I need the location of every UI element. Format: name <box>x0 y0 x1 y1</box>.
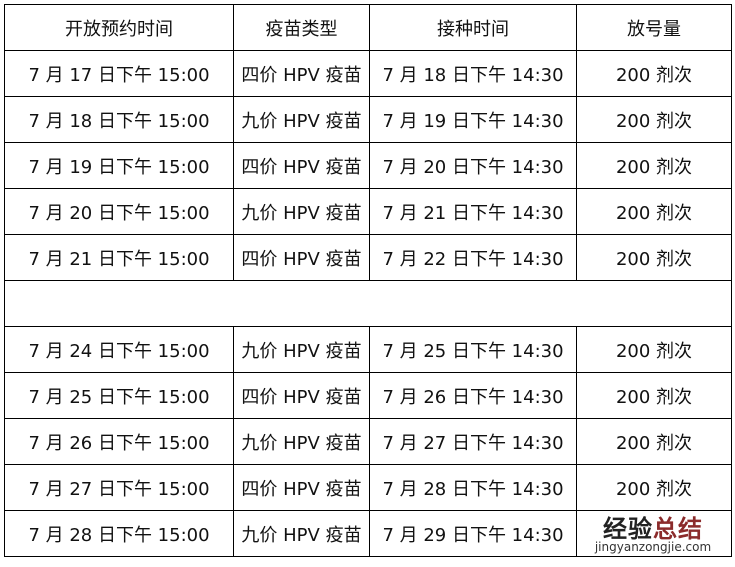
table-cell: 200 剂次 <box>576 96 732 143</box>
table-cell: 九价 HPV 疫苗 <box>233 96 370 143</box>
table-cell: 7 月 27 日下午 14:30 <box>369 418 577 465</box>
table-cell: 200 剂次 <box>576 418 732 465</box>
table-cell: 九价 HPV 疫苗 <box>233 188 370 235</box>
table-row: 7 月 21 日下午 15:00 四价 HPV 疫苗 7 月 22 日下午 14:3… <box>4 234 732 281</box>
table-cell: 四价 HPV 疫苗 <box>233 464 370 511</box>
table-cell: 7 月 26 日下午 15:00 <box>4 418 234 465</box>
table-cell: 7 月 24 日下午 15:00 <box>4 326 234 373</box>
table-row: 7 月 17 日下午 15:00 四价 HPV 疫苗 7 月 18 日下午 14:3… <box>4 50 732 97</box>
schedule-table: 开放预约时间 疫苗类型 接种时间 放号量 7 月 17 日下午 15:00 四价 HPV … <box>4 4 732 557</box>
table-cell: 7 月 27 日下午 15:00 <box>4 464 234 511</box>
watermark-logo: 经验总结 jingyanzongjie.com <box>594 515 712 554</box>
table-cell: 7 月 21 日下午 15:00 <box>4 234 234 281</box>
table-cell: 7 月 26 日下午 14:30 <box>369 372 577 419</box>
table-cell: 7 月 29 日下午 14:30 <box>369 510 577 557</box>
table-cell: 7 月 19 日下午 14:30 <box>369 96 577 143</box>
table-cell: 7 月 21 日下午 14:30 <box>369 188 577 235</box>
table-cell: 四价 HPV 疫苗 <box>233 142 370 189</box>
empty-row <box>4 280 732 327</box>
table-cell: 四价 HPV 疫苗 <box>233 372 370 419</box>
table-cell: 九价 HPV 疫苗 <box>233 510 370 557</box>
table-row: 7 月 25 日下午 15:00 四价 HPV 疫苗 7 月 26 日下午 14:3… <box>4 372 732 419</box>
table-cell: 200 剂次 <box>576 464 732 511</box>
table-cell: 7 月 22 日下午 14:30 <box>369 234 577 281</box>
table-cell: 7 月 18 日下午 15:00 <box>4 96 234 143</box>
table-cell: 200 剂次 <box>576 234 732 281</box>
table-cell: 四价 HPV 疫苗 <box>233 234 370 281</box>
table-cell: 7 月 19 日下午 15:00 <box>4 142 234 189</box>
table-cell: 7 月 20 日下午 14:30 <box>369 142 577 189</box>
table-cell: 7 月 28 日下午 15:00 <box>4 510 234 557</box>
table-cell: 7 月 17 日下午 15:00 <box>4 50 234 97</box>
table-cell <box>576 510 732 557</box>
table-row: 7 月 24 日下午 15:00 九价 HPV 疫苗 7 月 25 日下午 14:3… <box>4 326 732 373</box>
table-cell: 放号量 <box>576 4 732 51</box>
table-cell: 7 月 28 日下午 14:30 <box>369 464 577 511</box>
table-cell: 7 月 25 日下午 15:00 <box>4 372 234 419</box>
table-cell: 九价 HPV 疫苗 <box>233 418 370 465</box>
table-cell: 7 月 25 日下午 14:30 <box>369 326 577 373</box>
table-row: 7 月 26 日下午 15:00 九价 HPV 疫苗 7 月 27 日下午 14:3… <box>4 418 732 465</box>
table-cell: 7 月 18 日下午 14:30 <box>369 50 577 97</box>
table-cell: 四价 HPV 疫苗 <box>233 50 370 97</box>
empty-cell <box>4 280 732 327</box>
table-row: 7 月 19 日下午 15:00 四价 HPV 疫苗 7 月 20 日下午 14:3… <box>4 142 732 189</box>
table-cell: 200 剂次 <box>576 326 732 373</box>
table-cell: 九价 HPV 疫苗 <box>233 326 370 373</box>
table-row: 7 月 18 日下午 15:00 九价 HPV 疫苗 7 月 19 日下午 14:3… <box>4 96 732 143</box>
table-cell: 200 剂次 <box>576 188 732 235</box>
table-row: 7 月 28 日下午 15:00 九价 HPV 疫苗 7 月 29 日下午 14:3… <box>4 510 732 557</box>
table-cell: 200 剂次 <box>576 142 732 189</box>
table-cell: 200 剂次 <box>576 50 732 97</box>
table-cell: 200 剂次 <box>576 372 732 419</box>
table-row: 7 月 20 日下午 15:00 九价 HPV 疫苗 7 月 21 日下午 14:3… <box>4 188 732 235</box>
table-cell: 疫苗类型 <box>233 4 370 51</box>
table-cell: 接种时间 <box>369 4 577 51</box>
header-row: 开放预约时间 疫苗类型 接种时间 放号量 <box>4 4 732 51</box>
table-row: 7 月 27 日下午 15:00 四价 HPV 疫苗 7 月 28 日下午 14:3… <box>4 464 732 511</box>
table-cell: 开放预约时间 <box>4 4 234 51</box>
table-cell: 7 月 20 日下午 15:00 <box>4 188 234 235</box>
